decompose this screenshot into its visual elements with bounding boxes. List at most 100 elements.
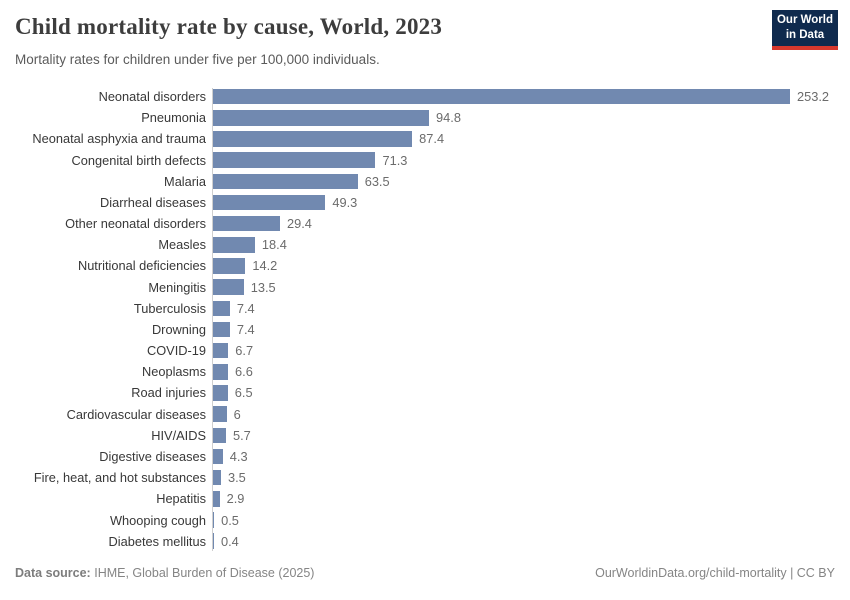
value-label: 13.5 <box>250 279 276 295</box>
value-label: 7.4 <box>236 300 255 316</box>
value-label: 14.2 <box>252 258 278 274</box>
category-label: Hepatitis <box>156 491 206 507</box>
bar[interactable] <box>213 152 376 168</box>
category-label: Neonatal disorders <box>98 89 206 105</box>
bar[interactable] <box>213 110 430 126</box>
bar[interactable] <box>213 533 214 549</box>
value-label: 6.5 <box>234 385 253 401</box>
bar[interactable] <box>213 512 215 528</box>
bar-row: Fire, heat, and hot substances 3.5 <box>0 467 835 488</box>
value-label: 71.3 <box>382 152 408 168</box>
category-label: Nutritional deficiencies <box>77 258 206 274</box>
category-label: Road injuries <box>131 385 206 401</box>
bar-track: 29.4 <box>213 215 835 232</box>
bar-track: 13.5 <box>213 279 835 295</box>
bar[interactable] <box>213 173 358 190</box>
category-label: COVID-19 <box>146 343 206 359</box>
value-label: 2.9 <box>226 491 245 507</box>
bar-row: Diarrheal diseases 49.3 <box>0 192 835 213</box>
bar-track: 7.4 <box>213 321 835 338</box>
bar[interactable] <box>213 279 244 295</box>
bar[interactable] <box>213 131 413 147</box>
value-label: 87.4 <box>419 131 445 147</box>
bar[interactable] <box>213 215 280 232</box>
bar-row: Measles 18.4 <box>0 234 835 255</box>
bar[interactable] <box>213 194 326 211</box>
bar[interactable] <box>213 342 229 359</box>
bar[interactable] <box>213 427 226 444</box>
bar[interactable] <box>213 237 255 253</box>
value-label: 94.8 <box>436 110 461 126</box>
bar-row: Cardiovascular diseases 6 <box>0 404 835 425</box>
bar[interactable] <box>213 258 246 274</box>
value-label: 3.5 <box>227 470 246 486</box>
bar[interactable] <box>213 88 790 105</box>
data-source-label: Data source: <box>15 566 91 580</box>
bar-track: 7.4 <box>213 300 835 317</box>
bar-row: Tuberculosis 7.4 <box>0 298 835 319</box>
bar-track: 253.2 <box>213 88 835 105</box>
bar-row: Road injuries 6.5 <box>0 382 835 403</box>
bar-row: Neonatal disorders 253.2 <box>0 86 835 107</box>
bar[interactable] <box>213 448 223 465</box>
bar-track: 6.6 <box>213 364 835 380</box>
category-label: Digestive diseases <box>99 449 206 464</box>
chart-footer: Data source: IHME, Global Burden of Dise… <box>15 566 835 580</box>
bar-row: Diabetes mellitus 0.4 <box>0 531 835 552</box>
bar-track: 6 <box>213 406 835 422</box>
category-label: Fire, heat, and hot substances <box>33 470 206 486</box>
bar[interactable] <box>213 364 229 380</box>
value-label: 5.7 <box>232 427 251 443</box>
owid-logo-line2: in Data <box>785 29 825 41</box>
category-label: Diarrheal diseases <box>100 194 206 210</box>
owid-logo[interactable]: Our World in Data <box>772 10 838 50</box>
bar[interactable] <box>213 385 228 401</box>
category-label: Other neonatal disorders <box>65 216 206 232</box>
category-label: Neoplasms <box>141 364 206 380</box>
data-source-text: IHME, Global Burden of Disease (2025) <box>94 566 315 580</box>
bar[interactable] <box>213 321 230 338</box>
bar-track: 2.9 <box>213 491 835 507</box>
bar-track: 87.4 <box>213 131 835 147</box>
category-label: Measles <box>158 237 206 253</box>
value-label: 0.4 <box>221 533 239 549</box>
bar-track: 14.2 <box>213 258 835 274</box>
bar-track: 6.7 <box>213 342 835 359</box>
bar[interactable] <box>213 406 227 422</box>
value-label: 63.5 <box>364 173 390 189</box>
bar-row: Neonatal asphyxia and trauma 87.4 <box>0 128 835 149</box>
value-label: 6.6 <box>235 364 253 380</box>
bar[interactable] <box>213 469 221 486</box>
bar-row: Hepatitis 2.9 <box>0 488 835 509</box>
category-label: Pneumonia <box>141 110 206 126</box>
value-label: 7.4 <box>236 321 255 337</box>
bar-row: Drowning 7.4 <box>0 319 835 340</box>
bar-track: 5.7 <box>213 427 835 444</box>
bar-row: HIV/AIDS 5.7 <box>0 425 835 446</box>
category-label: Diabetes mellitus <box>108 533 206 549</box>
category-label: Tuberculosis <box>133 300 206 316</box>
bar-row: COVID-19 6.7 <box>0 340 835 361</box>
page-title: Child mortality rate by cause, World, 20… <box>15 14 443 39</box>
bar-row: Congenital birth defects 71.3 <box>0 150 835 171</box>
value-label: 18.4 <box>261 237 287 253</box>
bar[interactable] <box>213 491 220 507</box>
page-subtitle: Mortality rates for children under five … <box>15 52 380 67</box>
category-label: Neonatal asphyxia and trauma <box>32 131 206 147</box>
bar-chart: Neonatal disorders 253.2 Pneumonia 94.8 Neon… <box>0 86 835 552</box>
bar-row: Malaria 63.5 <box>0 171 835 192</box>
bar-row: Meningitis 13.5 <box>0 277 835 298</box>
attribution-link[interactable]: OurWorldinData.org/child-mortality | CC … <box>595 566 835 580</box>
owid-logo-line1: Our World <box>776 14 833 27</box>
category-label: Meningitis <box>148 279 206 295</box>
bar-track: 3.5 <box>213 469 835 486</box>
bar-track: 0.4 <box>213 533 835 549</box>
bar-row: Pneumonia 94.8 <box>0 107 835 128</box>
bar[interactable] <box>213 300 230 317</box>
value-label: 4.3 <box>229 449 248 464</box>
data-source: Data source: IHME, Global Burden of Dise… <box>15 566 314 580</box>
value-label: 6 <box>233 406 241 422</box>
bar-row: Neoplasms 6.6 <box>0 361 835 382</box>
category-label: Whooping cough <box>109 512 206 528</box>
